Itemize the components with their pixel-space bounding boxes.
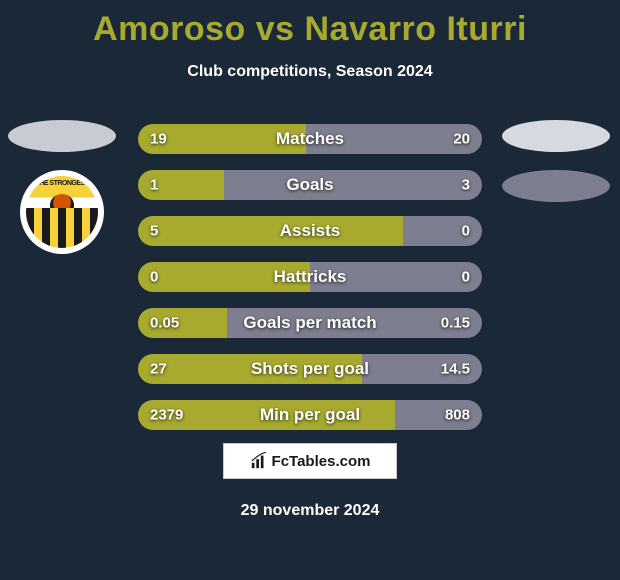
stat-value-left: 0.05	[150, 315, 179, 332]
stat-bar: Goals per match 0.05 0.15	[138, 308, 482, 338]
stat-value-left: 2379	[150, 407, 183, 424]
stat-value-right: 0	[462, 269, 470, 286]
stat-value-left: 1	[150, 177, 158, 194]
stat-bar: Min per goal 2379 808	[138, 400, 482, 430]
stat-label: Hattricks	[274, 267, 347, 287]
stat-bar: Hattricks 0 0	[138, 262, 482, 292]
stat-bar-right	[224, 170, 482, 200]
right-badges-column	[502, 120, 610, 202]
stat-label: Assists	[280, 221, 340, 241]
stat-value-left: 19	[150, 131, 167, 148]
player2-badge-placeholder-2	[502, 170, 610, 202]
stat-label: Shots per goal	[251, 359, 369, 379]
stat-value-right: 14.5	[441, 361, 470, 378]
stat-label: Goals	[286, 175, 333, 195]
stat-value-right: 808	[445, 407, 470, 424]
player2-badge-placeholder-1	[502, 120, 610, 152]
stat-value-left: 27	[150, 361, 167, 378]
fctables-logo: FcTables.com	[223, 443, 397, 479]
left-badges-column: THE STRONGEST	[8, 120, 116, 254]
stat-bar-left	[138, 216, 403, 246]
stat-bar-right	[403, 216, 482, 246]
logo-text: FcTables.com	[272, 453, 371, 470]
chart-icon	[250, 452, 268, 470]
stat-label: Goals per match	[243, 313, 376, 333]
stat-value-left: 0	[150, 269, 158, 286]
stat-bar: Assists 5 0	[138, 216, 482, 246]
footer-date: 29 november 2024	[0, 502, 620, 520]
club-stripes-icon	[26, 208, 98, 248]
stat-label: Min per goal	[260, 405, 360, 425]
page-title: Amoroso vs Navarro Iturri	[0, 0, 620, 49]
stat-bar: Shots per goal 27 14.5	[138, 354, 482, 384]
stat-value-right: 20	[453, 131, 470, 148]
stat-value-right: 0.15	[441, 315, 470, 332]
club-badge-text: THE STRONGEST	[26, 180, 98, 187]
stat-bar: Matches 19 20	[138, 124, 482, 154]
stat-bar: Goals 1 3	[138, 170, 482, 200]
stat-value-right: 0	[462, 223, 470, 240]
subtitle: Club competitions, Season 2024	[0, 63, 620, 81]
stat-value-left: 5	[150, 223, 158, 240]
club-badge-strongest: THE STRONGEST	[20, 170, 104, 254]
comparison-bars: Matches 19 20 Goals 1 3 Assists 5 0 Hattricks 0 0 Go…	[138, 124, 482, 430]
player1-badge-placeholder	[8, 120, 116, 152]
stat-value-right: 3	[462, 177, 470, 194]
stat-label: Matches	[276, 129, 344, 149]
